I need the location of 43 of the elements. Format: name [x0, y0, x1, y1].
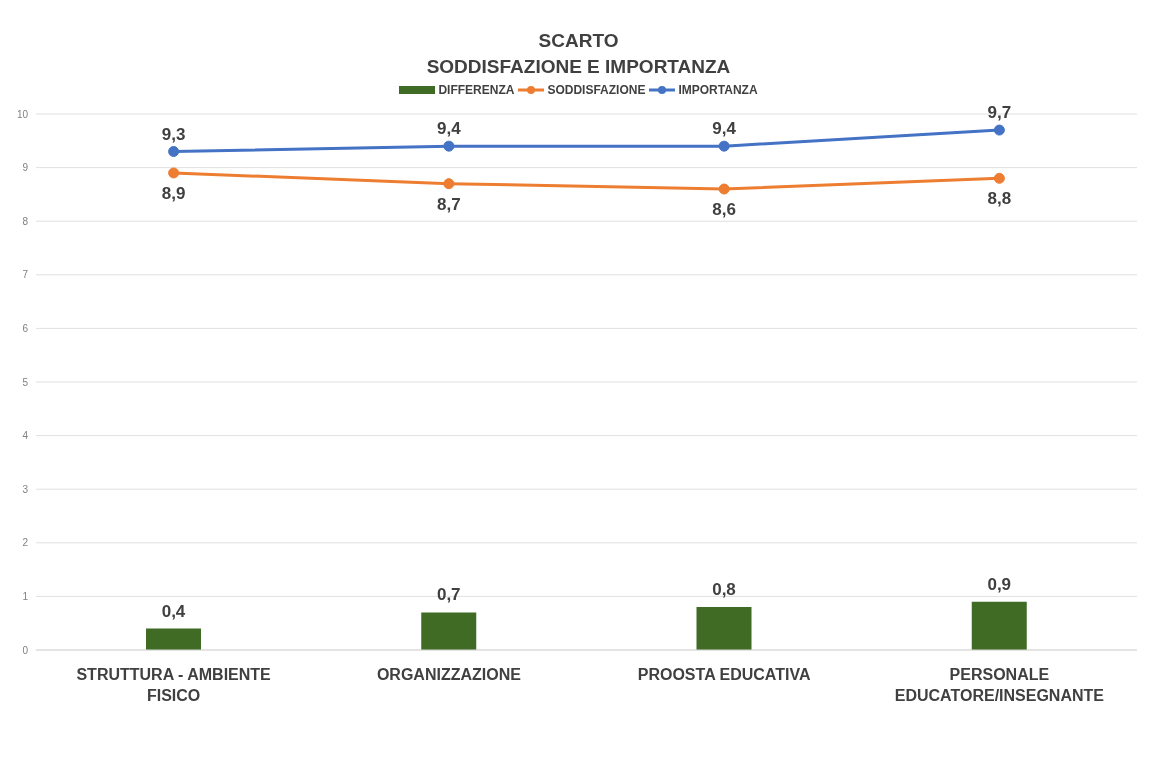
y-tick-label: 6 [22, 322, 29, 334]
chart-title: SCARTO SODDISFAZIONE E IMPORTANZA [425, 29, 732, 79]
data-label: 8,6 [712, 200, 736, 220]
point [718, 140, 730, 152]
bar [146, 628, 201, 650]
y-tick-label: 7 [22, 269, 29, 281]
y-tick-label: 8 [22, 215, 29, 227]
data-label: 0,8 [712, 580, 736, 600]
bar [696, 607, 752, 650]
y-tick-label: 3 [22, 483, 29, 495]
y-tick-label: 1 [22, 590, 29, 602]
x-tick-label: PERSONALE EDUCATORE/INSEGNANTE [894, 666, 1105, 704]
data-label: 8,7 [437, 194, 461, 214]
y-tick-label: 0 [22, 644, 29, 656]
x-tick-label: ORGANIZZAZIONE [376, 666, 522, 683]
data-label: 0,4 [161, 601, 186, 621]
bar [421, 612, 477, 650]
y-tick-label: 5 [22, 376, 29, 388]
point [718, 183, 730, 195]
legend-label: IMPORTANZA [677, 83, 758, 97]
y-tick-label: 4 [22, 430, 29, 442]
point [168, 146, 180, 158]
y-tick-label: 9 [22, 162, 29, 174]
y-tick-label: 10 [16, 108, 29, 120]
data-label: 0,9 [987, 574, 1012, 594]
point [443, 140, 455, 152]
point [168, 167, 180, 179]
y-tick-label: 2 [22, 537, 29, 549]
data-label: 8,8 [987, 189, 1012, 209]
bar [971, 601, 1027, 650]
data-label: 9,3 [161, 124, 186, 144]
point [993, 124, 1005, 136]
data-label: 9,4 [437, 119, 462, 139]
point [443, 178, 455, 190]
x-tick-label: PROOSTA EDUCATIVA [637, 666, 811, 683]
data-label: 8,9 [161, 183, 186, 203]
point [993, 172, 1005, 184]
data-label: 9,7 [987, 103, 1012, 123]
legend-label: SODDISFAZIONE [546, 83, 646, 97]
data-label: 0,7 [436, 585, 461, 605]
x-tick-label: STRUTTURA - AMBIENTE FISICO [76, 666, 272, 704]
data-label: 9,4 [712, 119, 737, 139]
legend-label: DIFFERENZA [437, 83, 515, 97]
